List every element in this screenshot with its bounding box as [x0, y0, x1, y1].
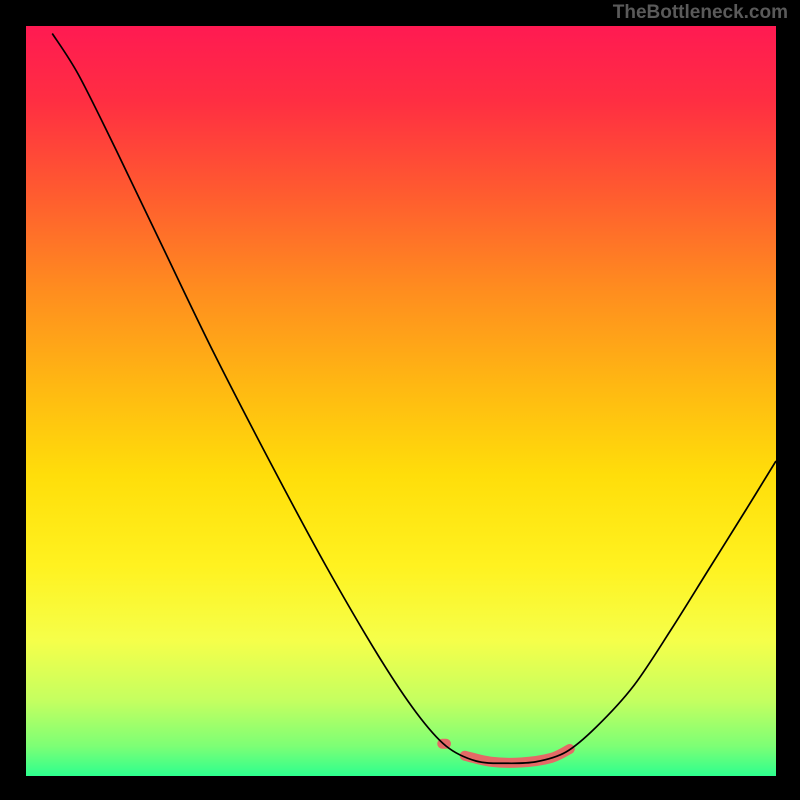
watermark-text: TheBottleneck.com	[613, 2, 788, 24]
curve-layer	[26, 26, 776, 776]
plot-area	[26, 26, 776, 776]
highlight-segment	[465, 749, 570, 763]
bottleneck-chart: TheBottleneck.com	[0, 0, 800, 800]
bottleneck-curve	[52, 34, 776, 764]
